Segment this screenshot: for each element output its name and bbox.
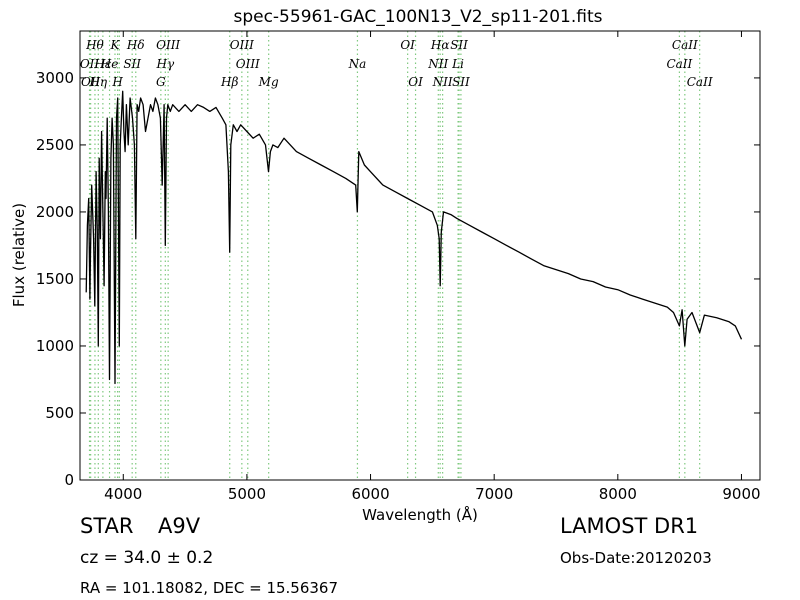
data-release: LAMOST DR1 — [560, 514, 699, 538]
line-label-27: CaII — [666, 57, 692, 71]
spectrum-series-line — [85, 90, 743, 385]
y-axis-ticks: 0 500 1000 1500 2000 2500 3000 — [36, 69, 760, 489]
y-tick-label-3: 1500 — [36, 270, 74, 288]
line-label-7: H — [111, 75, 123, 89]
line-label-25: SII — [452, 75, 470, 89]
line-label-19: OI — [400, 38, 415, 52]
y-tick-label-5: 2500 — [36, 136, 74, 154]
coordinates: RA = 101.18082, DEC = 15.56367 — [80, 579, 339, 597]
line-label-3: Hη — [88, 75, 107, 89]
line-label-17: Mg — [258, 75, 279, 89]
line-label-4: Hε — [93, 57, 111, 71]
line-label-10: Hδ — [126, 38, 145, 52]
line-label-11: G — [156, 75, 166, 89]
y-axis-label: Flux (relative) — [10, 203, 28, 307]
line-label-1: OII — [81, 75, 101, 89]
y-tick-label-4: 2000 — [36, 203, 74, 221]
x-axis-ticks: 4000 5000 6000 7000 8000 9000 — [104, 31, 761, 503]
line-label-15: OIII — [230, 38, 254, 52]
spectral-subclass: A9V — [158, 514, 201, 538]
line-label-13: OIII — [156, 38, 180, 52]
line-label-16: OIII — [236, 57, 260, 71]
plot-frame — [79, 30, 761, 481]
y-tick-label-0: 0 — [64, 471, 74, 489]
line-label-9: SII — [123, 57, 141, 71]
line-label-14: Hβ — [220, 75, 238, 89]
spectral-line-markers — [88, 31, 701, 480]
chart-title: spec-55961-GAC_100N13_V2_sp11-201.fits — [233, 7, 602, 27]
x-tick-label-5: 9000 — [722, 485, 760, 503]
x-axis-label: Wavelength (Å) — [362, 505, 478, 524]
line-label-22: Hα — [430, 38, 450, 52]
line-label-21: NII — [427, 57, 448, 71]
line-label-12: Hγ — [155, 57, 174, 71]
line-label-6: K — [110, 38, 121, 52]
redshift-value: cz = 34.0 ± 0.2 — [80, 548, 214, 568]
x-tick-label-3: 7000 — [475, 485, 513, 503]
y-tick-label-1: 500 — [45, 404, 74, 422]
line-label-26: Li — [451, 57, 464, 71]
line-label-28: CaII — [672, 38, 698, 52]
spectral-line-labels: OIIOIIHθHηHεHeKHSIIHδGHγOIIIHβOIIIOIIIMg… — [80, 38, 713, 89]
object-class: STAR — [80, 514, 134, 538]
x-tick-label-0: 4000 — [104, 485, 142, 503]
x-tick-label-1: 5000 — [228, 485, 266, 503]
line-label-0: OII — [80, 57, 100, 71]
line-label-24: SII — [450, 38, 468, 52]
x-tick-label-4: 8000 — [599, 485, 637, 503]
y-tick-label-6: 3000 — [36, 69, 74, 87]
x-tick-label-2: 6000 — [351, 485, 389, 503]
y-tick-label-2: 1000 — [36, 337, 74, 355]
line-label-23: NII — [432, 75, 453, 89]
observation-date: Obs-Date:20120203 — [560, 549, 712, 567]
line-label-29: CaII — [687, 75, 713, 89]
line-label-20: OI — [408, 75, 423, 89]
line-label-5: He — [100, 57, 119, 71]
line-label-2: Hθ — [85, 38, 104, 52]
line-label-18: Na — [348, 57, 367, 71]
